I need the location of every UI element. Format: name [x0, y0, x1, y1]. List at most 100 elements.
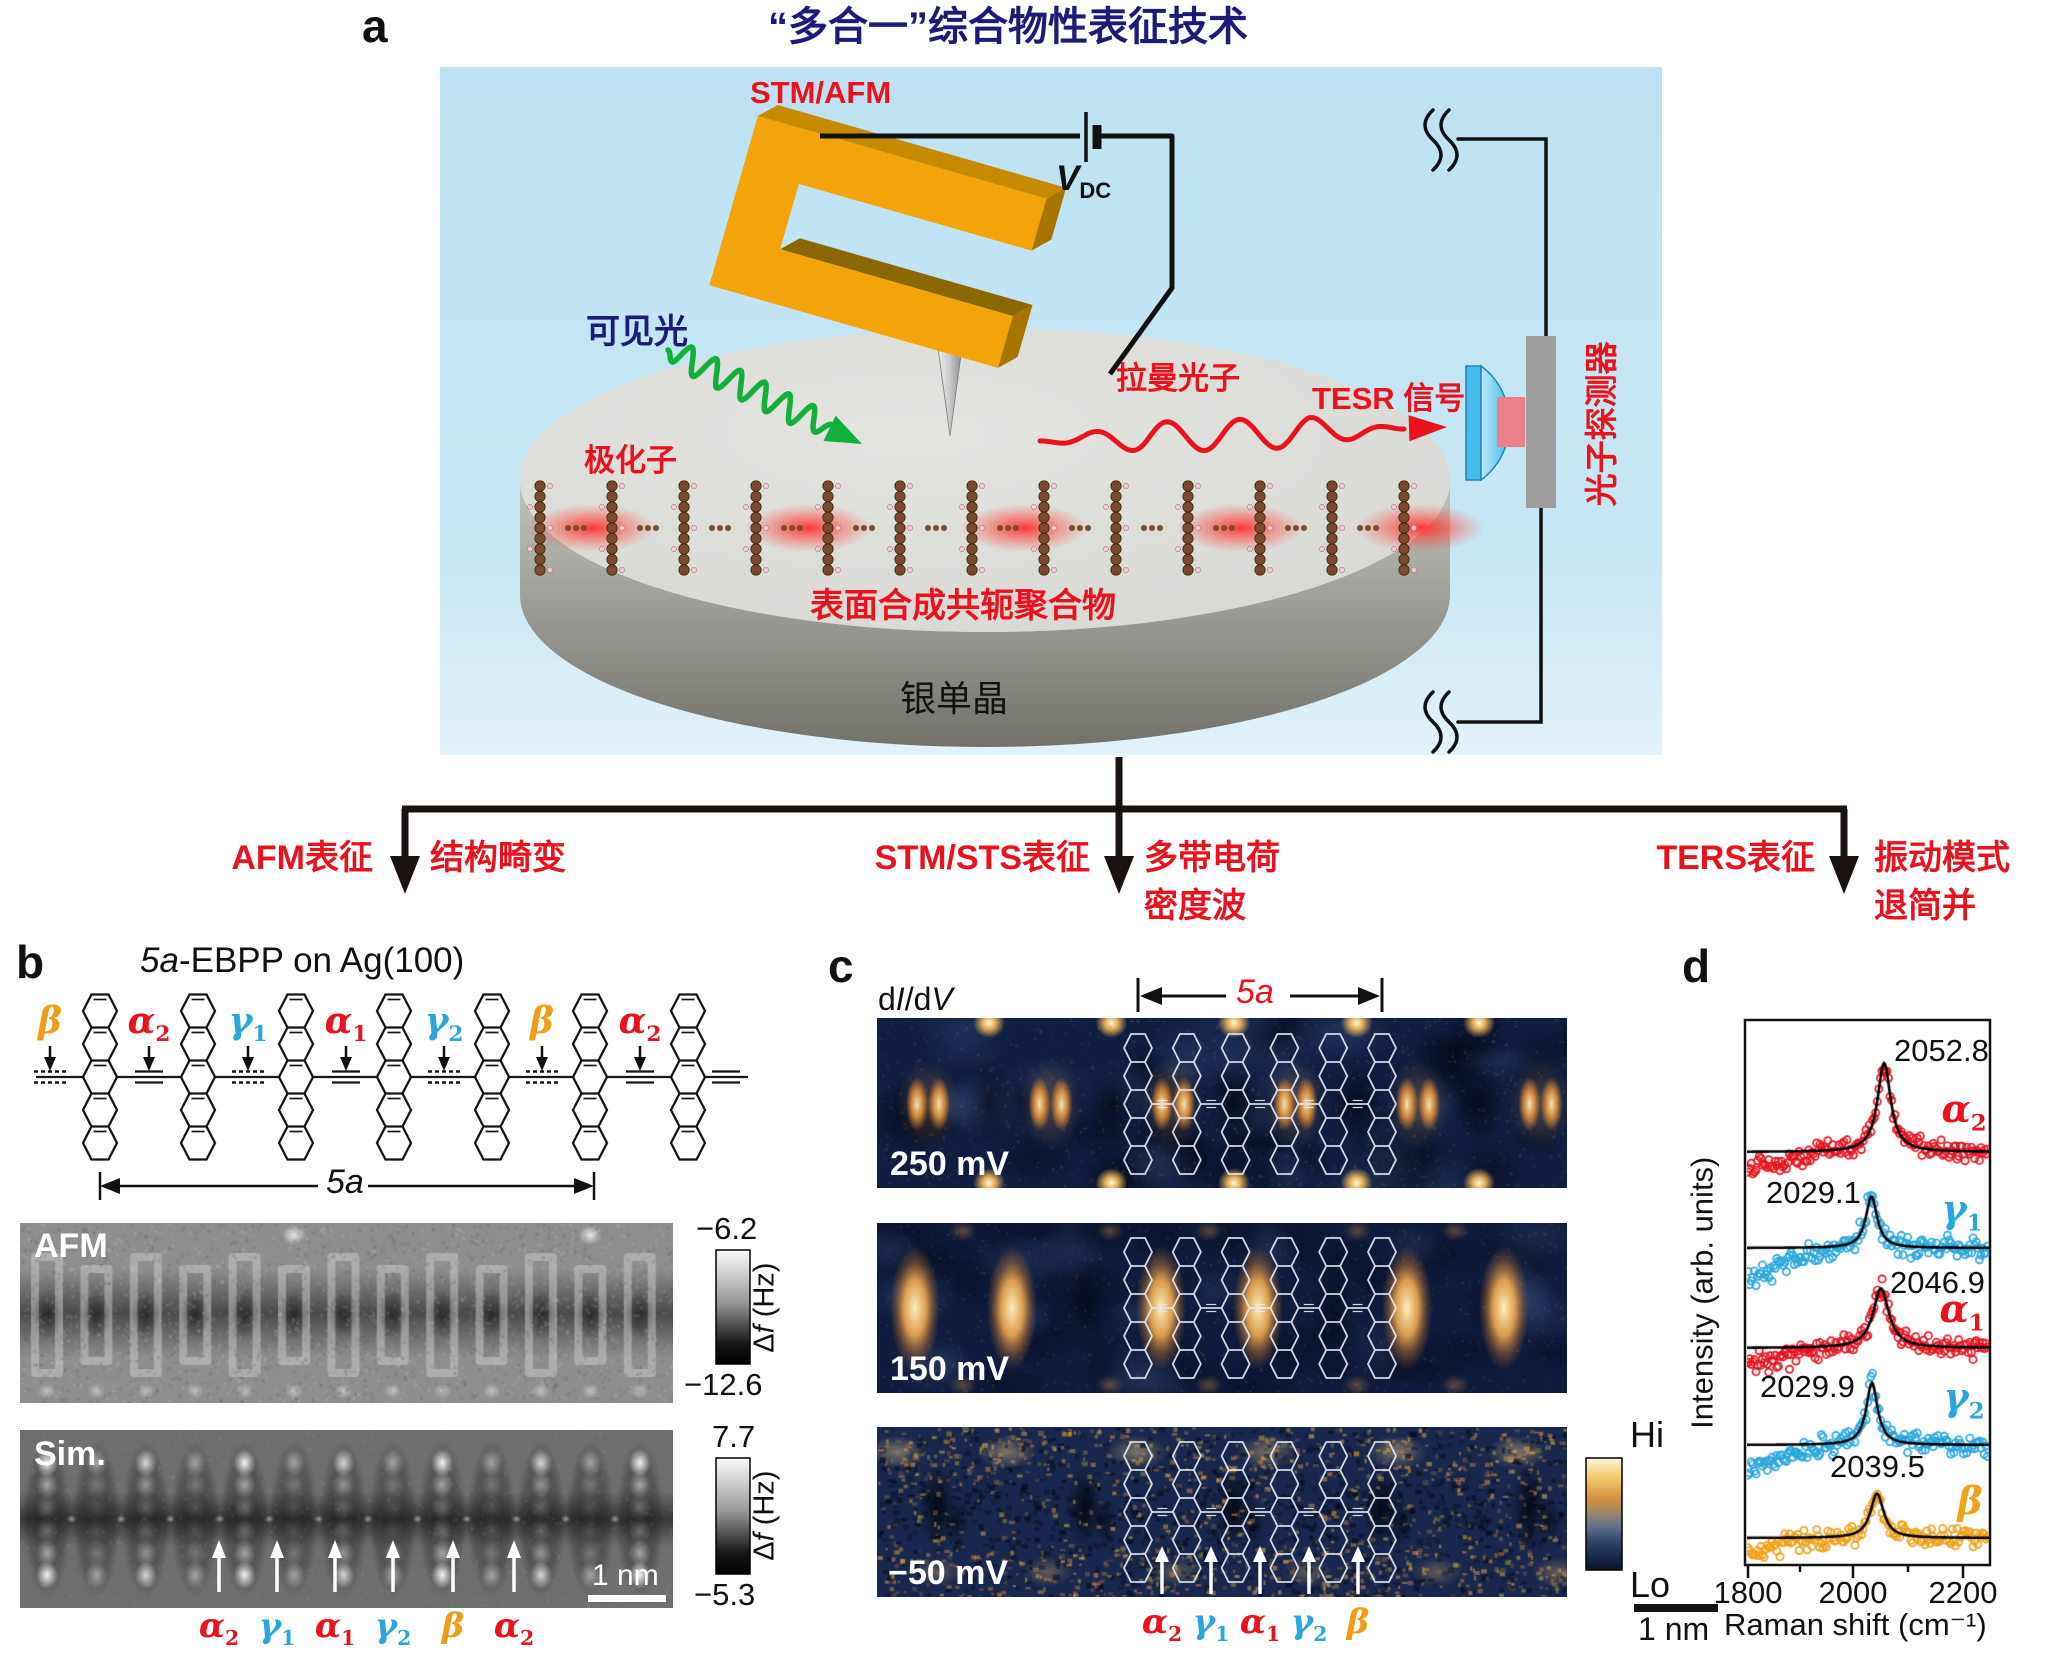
- generated-graphic: [671, 546, 677, 552]
- generated-graphic: [1254, 564, 1266, 576]
- bias-label-150mv: 150 mV: [890, 1350, 1010, 1388]
- tuning-fork-sensor: [709, 105, 1067, 368]
- generated-graphic: [725, 525, 731, 531]
- generated-graphic: [1220, 1033, 1251, 1175]
- generated-graphic: [1195, 483, 1201, 489]
- flow-stm-method: STM/STS表征: [874, 839, 1090, 877]
- panel-b-unit-span-arrow: [98, 1172, 596, 1200]
- series-label: γ1: [1941, 1186, 1983, 1237]
- generated-graphic: [619, 525, 625, 531]
- generated-graphic: [1391, 504, 1397, 510]
- generated-graphic: [1157, 525, 1163, 531]
- generated-graphic: [547, 483, 553, 489]
- generated-graphic: [887, 546, 893, 552]
- generated-graphic: [527, 504, 533, 510]
- generated-graphic: [750, 564, 762, 576]
- generated-graphic: [933, 525, 939, 531]
- generated-graphic: [1411, 567, 1417, 573]
- generated-graphic: [1247, 504, 1253, 510]
- raman-plot-frame: [1743, 1018, 1992, 1567]
- generated-graphic: [797, 525, 803, 531]
- sim-site-label: α2: [198, 1606, 240, 1650]
- map-site-label: β: [1346, 1602, 1370, 1642]
- d: d: [878, 981, 896, 1017]
- generated-graphic: [1195, 567, 1201, 573]
- sim-scalebar-text: 1 nm: [592, 1559, 659, 1592]
- generated-graphic: [822, 564, 834, 576]
- generated-graphic: [763, 525, 769, 531]
- generated-graphic: [1229, 525, 1235, 531]
- generated-graphic: [1220, 1441, 1251, 1583]
- afm-colorbar-min: −12.6: [684, 1367, 763, 1402]
- polaron-label: 极化子: [584, 443, 677, 478]
- bond-site-arrowhead: [340, 1057, 352, 1071]
- peak-value-label: 2029.1: [1766, 1175, 1861, 1210]
- map-site-label: α2: [1141, 1602, 1183, 1646]
- bond-site-label: γ1: [228, 1000, 268, 1048]
- generated-graphic: [1221, 525, 1227, 531]
- generated-graphic: [1051, 483, 1057, 489]
- generated-graphic: [763, 567, 769, 573]
- map-site-label: γ1: [1192, 1602, 1230, 1646]
- afm-simulation-image: [20, 1430, 673, 1608]
- generated-graphic: [1398, 564, 1410, 576]
- generated-graphic: [907, 483, 913, 489]
- generated-graphic: [1038, 564, 1050, 576]
- generated-graphic: [671, 504, 677, 510]
- raman-x-axis-label: Raman shift (cm⁻¹): [1724, 1607, 1987, 1642]
- generated-graphic: [1301, 525, 1307, 531]
- generated-graphic: [637, 525, 643, 531]
- bond-site-arrowhead: [44, 1057, 56, 1071]
- generated-graphic: [1171, 1237, 1202, 1379]
- sim-site-arrowhead: [212, 1540, 226, 1558]
- sim-site-label: β: [441, 1606, 465, 1646]
- stm-colorbar: [1585, 1457, 1623, 1571]
- generated-graphic: [853, 525, 859, 531]
- bond-site-arrowhead: [536, 1057, 548, 1071]
- raman-photon-label: 拉曼光子: [1116, 361, 1240, 396]
- flow-arrowhead-center: [1104, 856, 1134, 894]
- map-site-arrowhead: [1204, 1546, 1218, 1562]
- generated-graphic: [1366, 1237, 1398, 1379]
- panel-c-unit-span-arrow: [1136, 978, 1384, 1012]
- panel-a-label: a: [362, 0, 388, 52]
- generated-graphic: [1005, 525, 1011, 531]
- generated-graphic: [179, 993, 217, 1161]
- bias-circuit-wire: [820, 133, 1175, 376]
- peak-value-label: 2046.9: [1890, 1265, 1985, 1300]
- visible-light-wavy-arrow: [665, 344, 841, 436]
- sim-colorbar-max: 7.7: [712, 1419, 756, 1454]
- peak-value-label: 2029.9: [1760, 1369, 1855, 1404]
- peak-value-label: 2039.5: [1830, 1449, 1925, 1484]
- generated-graphic: [375, 993, 413, 1161]
- polaron-glow: [744, 504, 872, 552]
- generated-graphic: [979, 483, 985, 489]
- raman-x-ticks: [1746, 1565, 1965, 1578]
- span-arrowhead: [574, 1178, 594, 1194]
- generated-graphic: [599, 546, 605, 552]
- voltage: V: [931, 981, 953, 1017]
- generated-graphic: [547, 525, 553, 531]
- map-site-label: γ2: [1290, 1602, 1328, 1646]
- generated-graphic: [691, 567, 697, 573]
- generated-graphic: [1077, 525, 1083, 531]
- map-site-arrowhead: [1351, 1546, 1365, 1562]
- map-site-arrowhead: [1155, 1546, 1169, 1562]
- sim-site-arrowhead: [507, 1540, 521, 1558]
- panel-b-label: b: [16, 936, 45, 988]
- generated-graphic: [581, 525, 587, 531]
- generated-graphic: [1366, 1441, 1398, 1583]
- sim-colorbar-min: −5.3: [694, 1577, 756, 1612]
- panel-d-label: d: [1682, 940, 1711, 992]
- panel-b-title-rest: -EBPP on Ag(100): [178, 941, 465, 980]
- sim-image-tag: Sim.: [34, 1435, 106, 1473]
- generated-graphic: [573, 525, 579, 531]
- generated-graphic: [789, 525, 795, 531]
- series-label: β: [1957, 1478, 1983, 1523]
- generated-graphic: [1267, 483, 1273, 489]
- generated-graphic: [709, 525, 715, 531]
- incident-light-label: 可见光: [586, 313, 688, 351]
- generated-graphic: [1122, 1237, 1154, 1379]
- generated-graphic: [1339, 483, 1345, 489]
